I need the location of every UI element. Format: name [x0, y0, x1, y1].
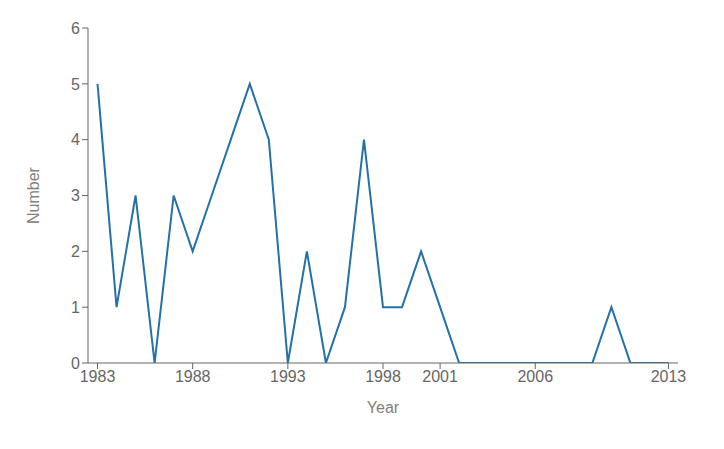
- svg-text:Number: Number: [25, 166, 42, 224]
- svg-text:1: 1: [71, 299, 80, 316]
- svg-text:4: 4: [71, 131, 80, 148]
- svg-text:0: 0: [71, 355, 80, 372]
- svg-text:2013: 2013: [651, 368, 687, 385]
- svg-text:1983: 1983: [80, 368, 116, 385]
- svg-text:3: 3: [71, 187, 80, 204]
- svg-text:1988: 1988: [175, 368, 211, 385]
- svg-text:Year: Year: [367, 399, 400, 416]
- svg-text:2: 2: [71, 243, 80, 260]
- svg-text:1998: 1998: [365, 368, 401, 385]
- svg-text:2001: 2001: [422, 368, 458, 385]
- svg-text:1993: 1993: [270, 368, 306, 385]
- svg-text:6: 6: [71, 20, 80, 37]
- svg-text:2006: 2006: [517, 368, 553, 385]
- svg-text:5: 5: [71, 76, 80, 93]
